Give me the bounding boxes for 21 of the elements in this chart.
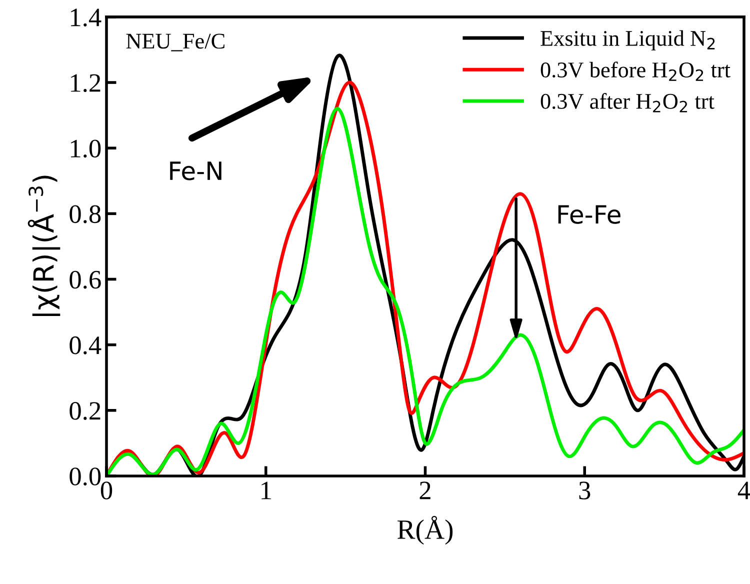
y-tick-label: 0.0: [70, 468, 101, 486]
x-tick-label: 1: [262, 482, 271, 500]
y-tick-label: 1.2: [70, 74, 100, 92]
y-tick-label: 0.8: [70, 205, 101, 224]
y-tick-label: 1.4: [70, 8, 102, 26]
y-tick-label: 0.6: [70, 270, 101, 289]
annotation: Fe-Fe: [558, 205, 620, 224]
x-tick-label: 4: [738, 482, 750, 500]
legend-label: Exsitu in Liquid N$_{2}$: [540, 30, 715, 50]
x-axis-title: R(Å): [398, 516, 453, 545]
annotation: NEU_Fe/C: [126, 34, 224, 52]
y-tick-label: 1.0: [70, 140, 101, 158]
legend-label: 0.3V before H$_{2}$O$_{2}$ trt: [540, 62, 730, 81]
x-tick-label: 2: [420, 482, 430, 500]
x-tick-label: 3: [579, 482, 590, 500]
annotation: Fe-N: [170, 162, 222, 180]
legend-label: 0.3V after H$_{2}$O$_{2}$ trt: [540, 93, 714, 112]
y-tick-label: 0.4: [70, 336, 102, 354]
x-tick-label: 0: [100, 482, 112, 500]
y-axis-title: |χ(R)|(Å$^{−3}$): [28, 176, 60, 316]
y-tick-label: 0.2: [70, 402, 100, 420]
